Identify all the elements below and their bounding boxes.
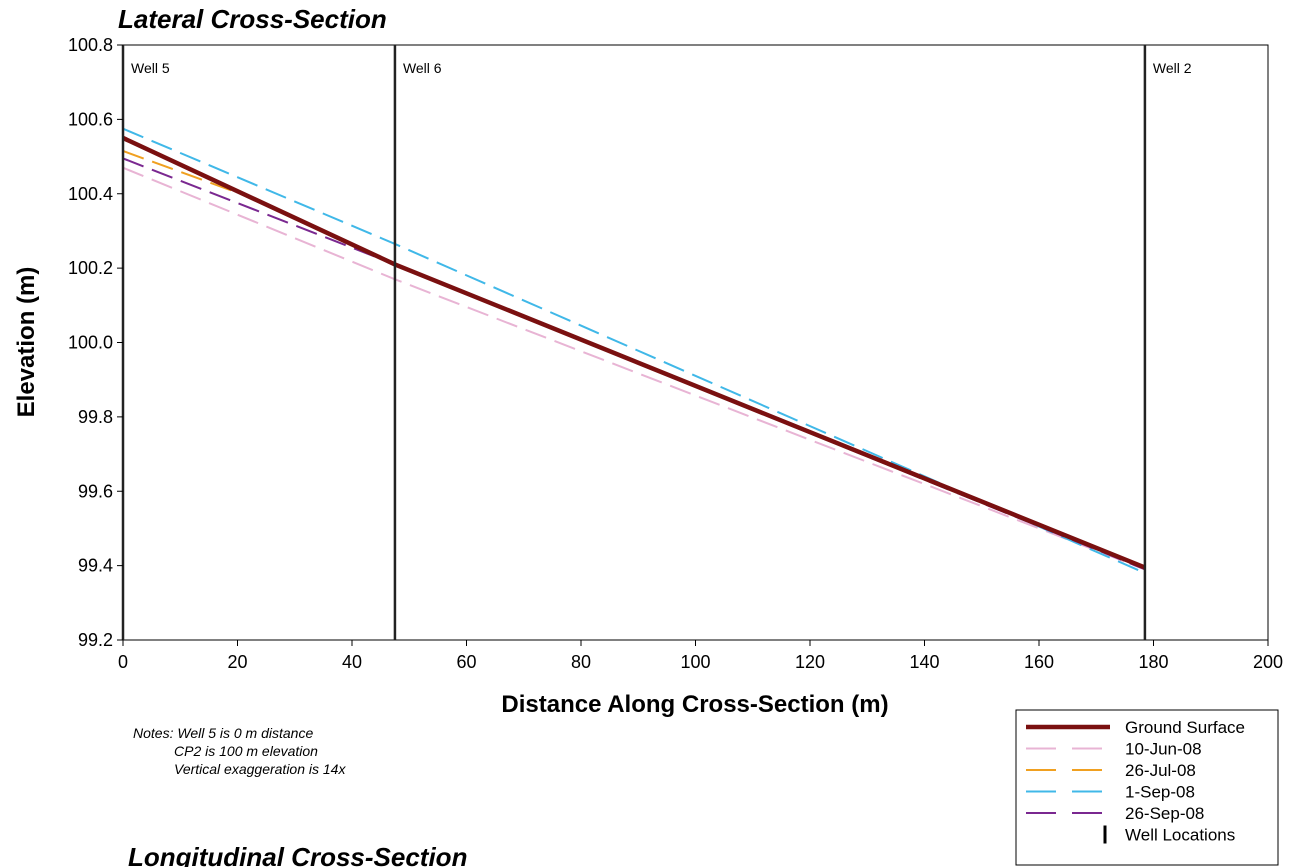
well-label: Well 6 (403, 60, 442, 76)
legend-label: 10-Jun-08 (1125, 740, 1202, 759)
series-line-ground-surface (123, 135, 1146, 570)
y-tick-label: 99.4 (78, 556, 113, 576)
legend-box (1015, 709, 1279, 866)
y-tick-label: 99.8 (78, 407, 113, 427)
x-tick-label: 200 (1253, 652, 1283, 672)
legend-label: 26-Jul-08 (1125, 761, 1196, 780)
y-tick-label: 99.2 (78, 630, 113, 650)
x-tick-label: 0 (118, 652, 128, 672)
x-tick-label: 140 (909, 652, 939, 672)
y-tick-label: 100.0 (68, 333, 113, 353)
legend-label: Well Locations (1125, 826, 1235, 845)
note-line: Notes: Well 5 is 0 m distance (133, 725, 313, 741)
legend-label: Ground Surface (1125, 718, 1245, 737)
x-axis-label: Distance Along Cross-Section (m) (501, 691, 888, 718)
x-tick-label: 40 (342, 652, 362, 672)
x-tick-label: 160 (1024, 652, 1054, 672)
y-tick-label: 100.6 (68, 109, 113, 129)
x-tick-label: 100 (680, 652, 710, 672)
note-line: Vertical exaggeration is 14x (174, 761, 346, 777)
well-label: Well 2 (1153, 60, 1192, 76)
chart-title: Lateral Cross-Section (118, 4, 387, 34)
x-tick-label: 60 (456, 652, 476, 672)
series-line-10-jun-08 (123, 166, 1146, 571)
second-chart-title: Longitudinal Cross-Section (128, 842, 467, 867)
y-tick-label: 100.4 (68, 184, 113, 204)
well-label: Well 5 (131, 60, 170, 76)
y-tick-label: 99.6 (78, 481, 113, 501)
note-line: CP2 is 100 m elevation (174, 743, 318, 759)
x-tick-label: 120 (795, 652, 825, 672)
y-axis-label: Elevation (m) (13, 267, 40, 418)
x-tick-label: 180 (1138, 652, 1168, 672)
legend-label: 1-Sep-08 (1125, 783, 1195, 802)
legend-label: 26-Sep-08 (1125, 804, 1204, 823)
y-tick-label: 100.8 (68, 35, 113, 55)
x-tick-label: 80 (571, 652, 591, 672)
y-tick-label: 100.2 (68, 258, 113, 278)
x-tick-label: 20 (227, 652, 247, 672)
